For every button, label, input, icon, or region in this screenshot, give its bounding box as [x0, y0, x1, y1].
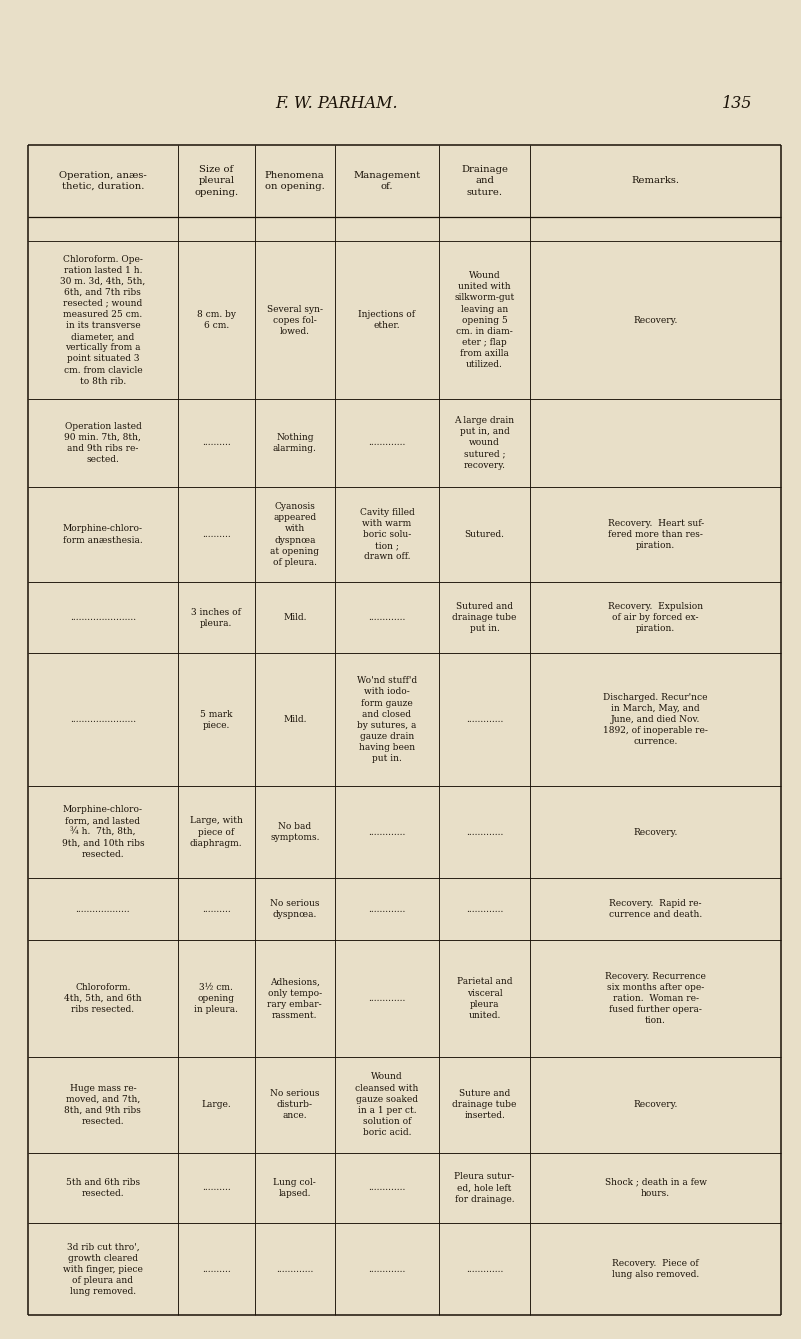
Text: Morphine-chloro-
form anæsthesia.: Morphine-chloro- form anæsthesia. [63, 525, 143, 545]
Text: .............: ............. [466, 1264, 503, 1273]
Text: Recovery.  Heart suf-
fered more than res-
piration.: Recovery. Heart suf- fered more than res… [607, 520, 704, 550]
Text: .............: ............. [368, 438, 405, 447]
Text: Recovery. Recurrence
six months after ope-
ration.  Woman re-
fused further oper: Recovery. Recurrence six months after op… [606, 972, 706, 1026]
Text: .............: ............. [276, 1264, 313, 1273]
Text: Recovery.  Rapid re-
currence and death.: Recovery. Rapid re- currence and death. [609, 898, 702, 919]
Text: Recovery.: Recovery. [634, 316, 678, 324]
Text: .............: ............. [368, 1184, 405, 1193]
Text: 5 mark
piece.: 5 mark piece. [200, 710, 232, 730]
Text: Nothing
alarming.: Nothing alarming. [273, 432, 316, 453]
Text: Injections of
ether.: Injections of ether. [358, 311, 416, 331]
Text: ..........: .......... [202, 1264, 231, 1273]
Text: .............: ............. [466, 715, 503, 724]
Text: Recovery.: Recovery. [634, 828, 678, 837]
Text: Large, with
piece of
diaphragm.: Large, with piece of diaphragm. [190, 817, 243, 848]
Text: Sutured and
drainage tube
put in.: Sutured and drainage tube put in. [453, 603, 517, 633]
Text: Recovery.  Expulsion
of air by forced ex-
piration.: Recovery. Expulsion of air by forced ex-… [608, 603, 703, 633]
Text: 3 inches of
pleura.: 3 inches of pleura. [191, 608, 241, 628]
Text: Phenomena
on opening.: Phenomena on opening. [265, 170, 324, 191]
Text: Recovery.  Piece of
lung also removed.: Recovery. Piece of lung also removed. [612, 1259, 699, 1279]
Text: Operation, anæs-
thetic, duration.: Operation, anæs- thetic, duration. [59, 170, 147, 191]
Text: ..........: .......... [202, 438, 231, 447]
Text: ...................: ................... [75, 905, 131, 913]
Text: .............: ............. [368, 828, 405, 837]
Text: ..........: .......... [202, 905, 231, 913]
Text: 8 cm. by
6 cm.: 8 cm. by 6 cm. [197, 311, 235, 331]
Text: Mild.: Mild. [283, 715, 307, 724]
Text: Operation lasted
90 min. 7th, 8th,
and 9th ribs re-
sected.: Operation lasted 90 min. 7th, 8th, and 9… [65, 422, 141, 465]
Text: ..........: .......... [202, 530, 231, 540]
Text: Parietal and
visceral
pleura
united.: Parietal and visceral pleura united. [457, 977, 513, 1020]
Text: .......................: ....................... [70, 715, 136, 724]
Text: 5th and 6th ribs
resected.: 5th and 6th ribs resected. [66, 1178, 140, 1198]
Text: F. W. PARHAM.: F. W. PARHAM. [275, 95, 398, 111]
Text: Huge mass re-
moved, and 7th,
8th, and 9th ribs
resected.: Huge mass re- moved, and 7th, 8th, and 9… [65, 1083, 141, 1126]
Text: No bad
symptoms.: No bad symptoms. [270, 822, 320, 842]
Text: No serious
disturb-
ance.: No serious disturb- ance. [270, 1089, 320, 1121]
Text: Shock ; death in a few
hours.: Shock ; death in a few hours. [605, 1178, 706, 1198]
Text: A large drain
put in, and
wound
sutured ;
recovery.: A large drain put in, and wound sutured … [454, 416, 515, 470]
Text: Wo'nd stuff'd
with iodo-
form gauze
and closed
by sutures, a
gauze drain
having : Wo'nd stuff'd with iodo- form gauze and … [356, 676, 417, 763]
Text: Adhesions,
only tempo-
rary embar-
rassment.: Adhesions, only tempo- rary embar- rassm… [268, 977, 322, 1020]
Text: 3½ cm.
opening
in pleura.: 3½ cm. opening in pleura. [195, 983, 238, 1014]
Text: .............: ............. [368, 613, 405, 623]
Text: .............: ............. [368, 994, 405, 1003]
Text: Chloroform.
4th, 5th, and 6th
ribs resected.: Chloroform. 4th, 5th, and 6th ribs resec… [64, 983, 142, 1014]
Text: Management
of.: Management of. [353, 170, 421, 191]
Text: Cavity filled
with warm
boric solu-
tion ;
drawn off.: Cavity filled with warm boric solu- tion… [360, 507, 414, 561]
Text: .............: ............. [368, 905, 405, 913]
Text: Pleura sutur-
ed, hole left
for drainage.: Pleura sutur- ed, hole left for drainage… [454, 1173, 515, 1204]
Text: Lung col-
lapsed.: Lung col- lapsed. [273, 1178, 316, 1198]
Text: Wound
united with
silkworm-gut
leaving an
opening 5
cm. in diam-
eter ; flap
fro: Wound united with silkworm-gut leaving a… [454, 272, 515, 370]
Text: Wound
cleansed with
gauze soaked
in a 1 per ct.
solution of
boric acid.: Wound cleansed with gauze soaked in a 1 … [355, 1073, 419, 1137]
Text: Several syn-
copes fol-
lowed.: Several syn- copes fol- lowed. [267, 304, 323, 336]
Text: Chloroform. Ope-
ration lasted 1 h.
30 m. 3d, 4th, 5th,
6th, and 7th ribs
resect: Chloroform. Ope- ration lasted 1 h. 30 m… [60, 254, 146, 386]
Text: 135: 135 [722, 95, 752, 111]
Text: 3d rib cut thro',
growth cleared
with finger, piece
of pleura and
lung removed.: 3d rib cut thro', growth cleared with fi… [63, 1243, 143, 1296]
Text: Cyanosis
appeared
with
dyspnœa
at opening
of pleura.: Cyanosis appeared with dyspnœa at openin… [270, 502, 320, 566]
Text: Suture and
drainage tube
inserted.: Suture and drainage tube inserted. [453, 1089, 517, 1121]
Text: Discharged. Recur'nce
in March, May, and
June, and died Nov.
1892, of inoperable: Discharged. Recur'nce in March, May, and… [603, 694, 708, 746]
Text: Recovery.: Recovery. [634, 1101, 678, 1109]
Text: Large.: Large. [201, 1101, 231, 1109]
Text: Morphine-chloro-
form, and lasted
¾ h.  7th, 8th,
9th, and 10th ribs
resected.: Morphine-chloro- form, and lasted ¾ h. 7… [62, 805, 144, 858]
Text: ..........: .......... [202, 1184, 231, 1193]
Text: .............: ............. [368, 1264, 405, 1273]
Text: Drainage
and
suture.: Drainage and suture. [461, 165, 508, 197]
Text: No serious
dyspnœa.: No serious dyspnœa. [270, 898, 320, 919]
Text: .............: ............. [466, 905, 503, 913]
Text: Sutured.: Sutured. [465, 530, 505, 540]
Text: Size of
pleural
opening.: Size of pleural opening. [194, 165, 239, 197]
Text: Remarks.: Remarks. [632, 177, 679, 185]
Text: .......................: ....................... [70, 613, 136, 623]
Text: Mild.: Mild. [283, 613, 307, 623]
Text: .............: ............. [466, 828, 503, 837]
